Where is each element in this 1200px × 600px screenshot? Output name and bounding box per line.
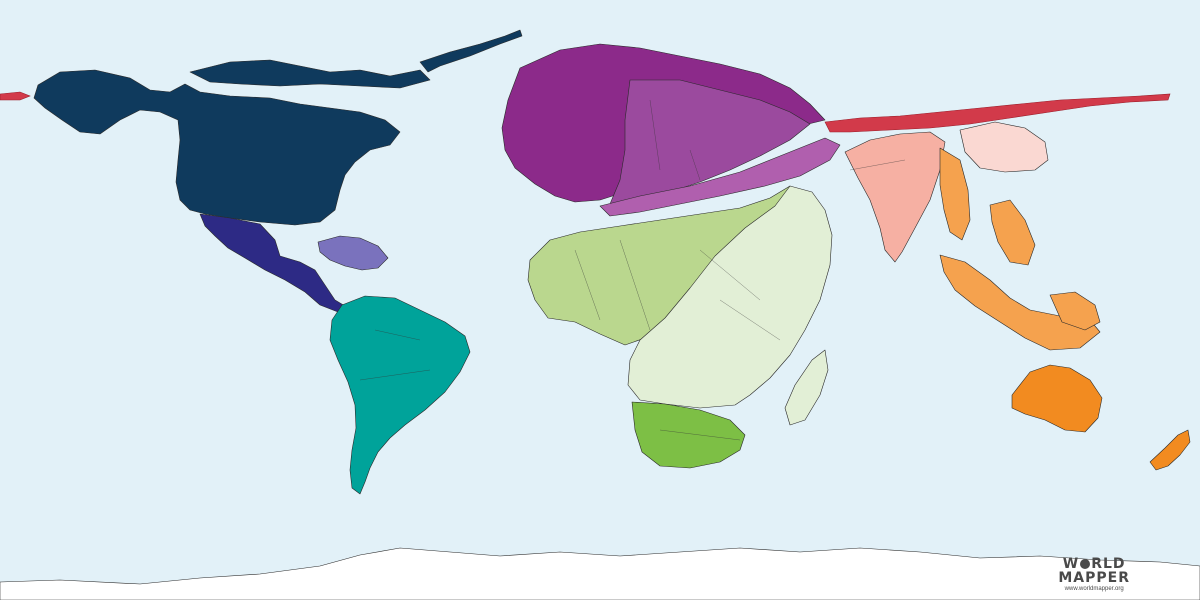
globe-icon	[1080, 559, 1091, 569]
region-middle-east	[599, 137, 841, 217]
region-philippines	[989, 199, 1036, 266]
region-north-america	[33, 69, 401, 226]
region-australia	[1011, 364, 1103, 433]
region-new-zealand	[1149, 429, 1191, 471]
logo-line1-post: RLD	[1091, 556, 1126, 572]
region-east-asia	[959, 121, 1049, 173]
logo-line2: MAPPER	[1058, 570, 1130, 586]
region-russia	[824, 93, 1171, 133]
border-lines	[359, 99, 906, 441]
logo-line1-pre: W	[1062, 556, 1080, 572]
region-caribbean	[317, 235, 389, 271]
region-png	[1049, 291, 1101, 331]
region-indonesia	[939, 254, 1101, 351]
region-subsaharan-africa	[627, 185, 833, 409]
logo-line1: W RLD	[1058, 557, 1130, 571]
worldmapper-logo: W RLD MAPPER www.worldmapper.org	[1058, 557, 1130, 592]
region-southeast-asia	[939, 147, 971, 241]
region-south-america	[329, 295, 471, 495]
region-south-asia	[844, 131, 946, 263]
region-southern-africa	[631, 401, 746, 469]
region-europe-east	[609, 79, 811, 205]
region-madagascar	[784, 349, 829, 426]
russia-west-arm	[0, 91, 31, 101]
antarctica	[0, 547, 1200, 600]
arctic-islands	[189, 59, 431, 89]
greenland-strip	[419, 29, 523, 73]
logo-url: www.worldmapper.org	[1064, 586, 1124, 592]
